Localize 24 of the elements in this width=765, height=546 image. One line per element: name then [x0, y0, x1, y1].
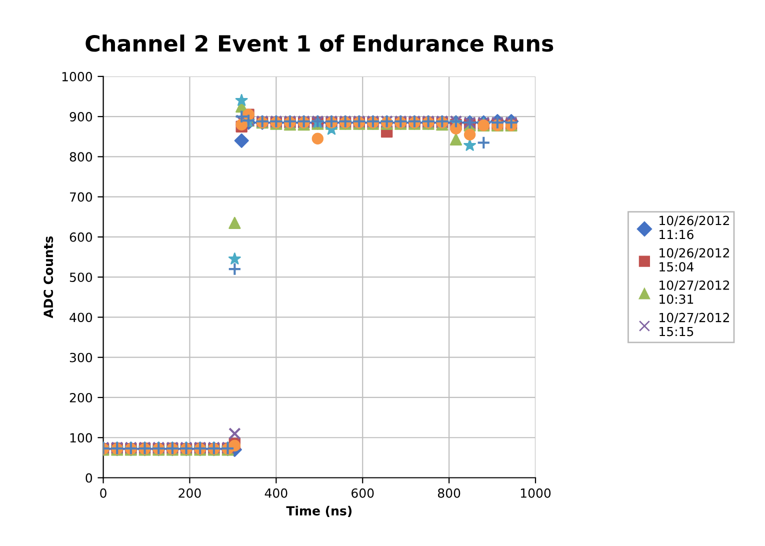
x-tick-label: 1000	[520, 488, 551, 498]
y-tick-label: 1000	[62, 72, 92, 82]
x-tick-label: 0	[100, 488, 106, 498]
y-tick-label: 300	[70, 352, 92, 362]
y-tick-label: 200	[70, 392, 92, 402]
x-tick-label: 800	[438, 488, 460, 498]
y-tick-label: 100	[70, 433, 92, 443]
y-axis-title: ADC Counts	[44, 236, 54, 318]
y-tick-label: 700	[70, 192, 92, 202]
y-tick-label: 600	[70, 232, 92, 242]
chart-title: Channel 2 Event 1 of Endurance Runs	[86, 34, 554, 52]
x-tick-label: 200	[178, 488, 201, 498]
legend-label: 10/26/2012 15:04	[660, 248, 729, 272]
legend-label: 10/27/2012 10:31	[660, 280, 729, 304]
x-axis-title: Time (ns)	[286, 506, 352, 517]
y-tick-label: 500	[70, 272, 92, 282]
y-tick-label: 900	[70, 112, 92, 122]
x-tick-label: 400	[264, 488, 288, 498]
legend-label: 10/27/2012 15:15	[660, 312, 729, 336]
x-tick-label: 600	[352, 488, 374, 498]
legend-label: 10/26/2012 11:16	[660, 216, 729, 240]
y-tick-label: 400	[70, 312, 92, 322]
y-tick-label: 0	[86, 473, 92, 483]
y-tick-label: 800	[70, 152, 92, 162]
